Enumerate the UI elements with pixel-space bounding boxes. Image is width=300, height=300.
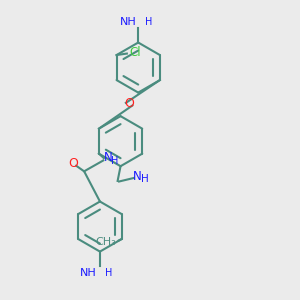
- Text: NH: NH: [120, 16, 137, 27]
- Text: H: H: [141, 174, 148, 184]
- Text: H: H: [145, 16, 153, 27]
- Text: O: O: [124, 97, 134, 110]
- Text: NH: NH: [80, 268, 96, 278]
- Text: Cl: Cl: [129, 46, 141, 59]
- Text: O: O: [68, 157, 78, 170]
- Text: N: N: [103, 151, 112, 164]
- Text: CH₃: CH₃: [95, 237, 116, 247]
- Text: N: N: [133, 170, 142, 183]
- Text: H: H: [111, 156, 118, 166]
- Text: H: H: [105, 268, 112, 278]
